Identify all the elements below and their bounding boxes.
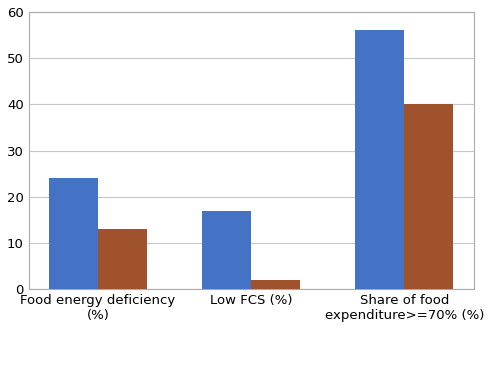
Bar xyxy=(356,30,405,289)
Bar xyxy=(251,280,300,289)
Bar xyxy=(98,229,147,289)
Bar xyxy=(404,104,454,289)
Bar xyxy=(202,211,251,289)
Bar xyxy=(49,178,98,289)
